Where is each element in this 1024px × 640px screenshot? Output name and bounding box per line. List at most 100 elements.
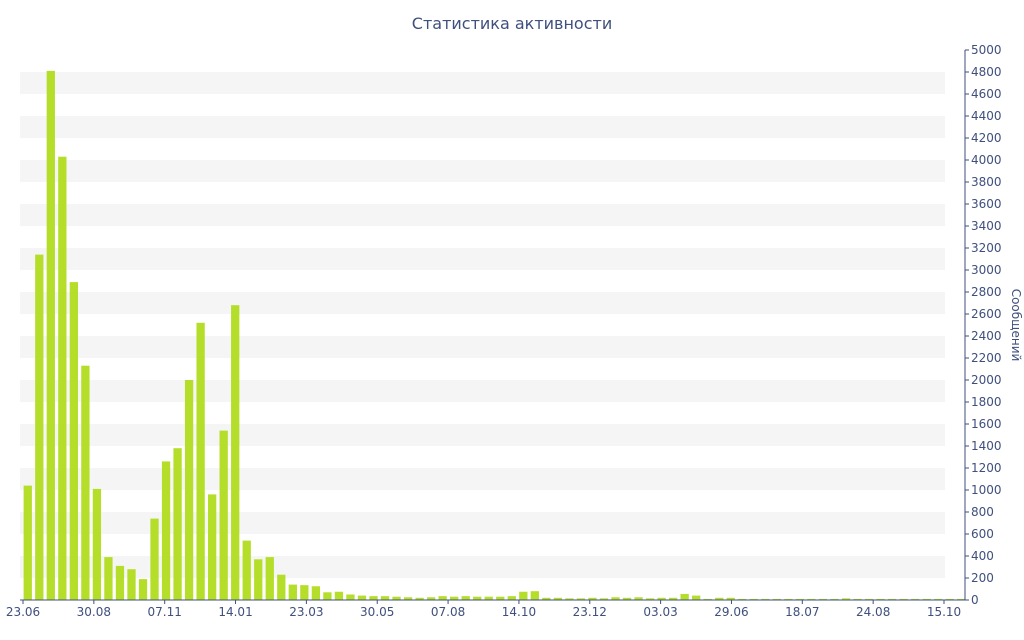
bar <box>749 598 758 600</box>
bar <box>692 595 701 600</box>
y-tick-label: 2800 <box>971 285 1002 299</box>
bar <box>184 380 194 600</box>
bar <box>530 591 539 600</box>
y-tick-label: 4600 <box>971 87 1002 101</box>
bar <box>311 586 321 600</box>
y-tick-label: 4200 <box>971 131 1002 145</box>
bar <box>288 584 297 600</box>
bar <box>507 596 516 600</box>
y-axis-label: Сообщений <box>1009 289 1023 362</box>
grid-band <box>20 292 945 314</box>
grid-band <box>20 556 945 578</box>
y-tick-label: 4800 <box>971 65 1002 79</box>
bar <box>115 565 125 600</box>
y-tick-label: 3200 <box>971 241 1002 255</box>
x-tick-label: 07.08 <box>431 605 465 619</box>
grid-band <box>20 160 945 182</box>
bar <box>300 585 309 600</box>
bar <box>242 540 251 600</box>
bar <box>542 597 551 600</box>
x-tick-label: 07.11 <box>148 605 182 619</box>
y-tick-label: 600 <box>971 527 994 541</box>
x-tick-label: 30.08 <box>77 605 111 619</box>
bar <box>738 598 747 600</box>
x-tick-label: 29.06 <box>714 605 748 619</box>
bar <box>104 557 113 600</box>
grid-band <box>20 512 945 534</box>
y-tick-label: 0 <box>971 593 979 607</box>
bar <box>484 596 493 600</box>
bar <box>576 598 586 600</box>
x-tick-label: 15.10 <box>927 605 961 619</box>
bar <box>945 598 954 600</box>
y-tick-label: 1800 <box>971 395 1002 409</box>
bar <box>392 596 401 600</box>
bar <box>323 592 332 600</box>
bar <box>922 598 931 600</box>
bar <box>807 598 816 600</box>
bar <box>380 596 390 600</box>
grid-band <box>20 336 945 358</box>
bar <box>657 597 666 600</box>
y-tick-label: 5000 <box>971 43 1002 57</box>
bar <box>69 282 79 600</box>
bar <box>680 593 689 600</box>
grid-band <box>20 204 945 226</box>
y-tick-label: 4400 <box>971 109 1002 123</box>
x-tick-label: 03.03 <box>643 605 677 619</box>
grid-band <box>20 424 945 446</box>
y-tick-label: 1200 <box>971 461 1002 475</box>
bar <box>934 598 943 600</box>
bar <box>254 559 263 600</box>
bar <box>450 596 459 600</box>
y-tick-label: 4000 <box>971 153 1002 167</box>
bar <box>208 494 217 600</box>
y-tick-label: 200 <box>971 571 994 585</box>
bar <box>830 598 839 600</box>
bar <box>173 448 182 600</box>
bar <box>138 579 148 600</box>
bar <box>346 594 355 600</box>
bar <box>35 254 44 600</box>
bar <box>496 596 505 600</box>
bar <box>58 156 67 600</box>
bar <box>369 596 378 600</box>
y-tick-label: 2600 <box>971 307 1002 321</box>
x-tick-label: 24.08 <box>856 605 890 619</box>
bar <box>231 305 240 600</box>
bar <box>611 597 620 600</box>
y-tick-label: 3600 <box>971 197 1002 211</box>
bar <box>473 596 482 600</box>
x-tick-label: 14.01 <box>218 605 252 619</box>
bar <box>519 591 528 600</box>
chart-title: Статистика активности <box>411 14 613 33</box>
bar <box>634 597 643 600</box>
y-tick-label: 3400 <box>971 219 1002 233</box>
bar <box>565 598 574 600</box>
bar <box>645 598 655 600</box>
x-tick-label: 23.03 <box>289 605 323 619</box>
bar <box>910 598 920 600</box>
y-tick-label: 3800 <box>971 175 1002 189</box>
bar <box>426 597 436 600</box>
x-tick-label: 23.06 <box>6 605 40 619</box>
bar <box>864 598 874 600</box>
bar <box>46 70 55 600</box>
bar <box>668 597 678 600</box>
bar <box>761 598 770 600</box>
x-tick-label: 18.07 <box>785 605 819 619</box>
y-tick-label: 3000 <box>971 263 1002 277</box>
grid-band <box>20 468 945 490</box>
bar <box>795 598 805 600</box>
bar <box>81 365 90 600</box>
y-tick-label: 1600 <box>971 417 1002 431</box>
y-tick-label: 1000 <box>971 483 1002 497</box>
y-tick-label: 2400 <box>971 329 1002 343</box>
bar <box>92 488 102 600</box>
bar <box>277 574 286 600</box>
bar <box>715 597 724 600</box>
bar <box>461 596 470 600</box>
bar <box>403 597 413 600</box>
bar <box>415 597 424 600</box>
